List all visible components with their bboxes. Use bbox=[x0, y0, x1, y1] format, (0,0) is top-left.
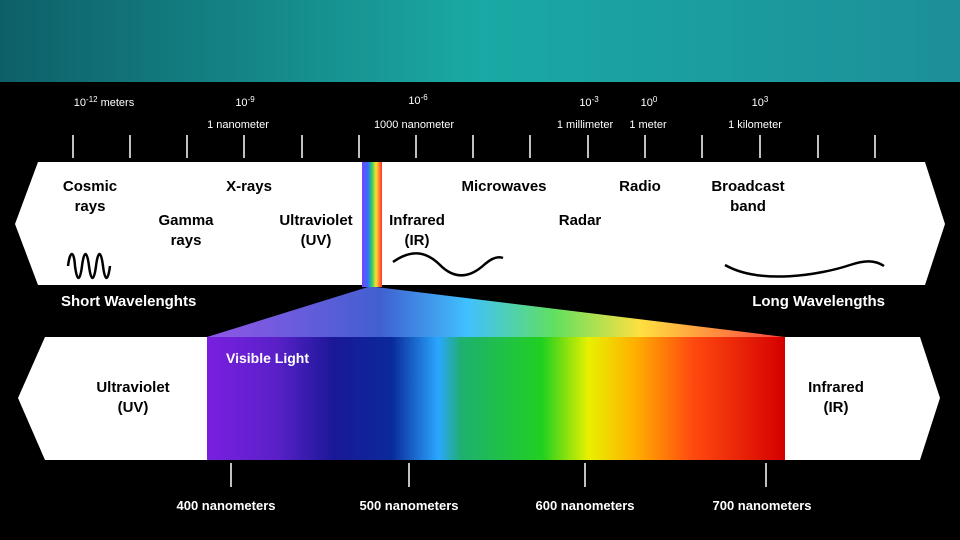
nm-labels: 400 nanometers 500 nanometers 600 nanome… bbox=[177, 498, 812, 513]
band-label: (UV) bbox=[301, 232, 332, 249]
spectrum-arrow bbox=[15, 162, 945, 285]
visible-title: Visible Light bbox=[226, 350, 309, 366]
nm-label: 700 nanometers bbox=[713, 498, 812, 513]
power-base: 10 bbox=[408, 95, 420, 107]
visible-strip bbox=[362, 162, 382, 287]
svg-text:Ultraviolet(UV): Ultraviolet (UV) bbox=[96, 379, 169, 416]
long-label: Long Wavelengths bbox=[752, 293, 885, 310]
band-label: Ultraviolet bbox=[279, 212, 352, 229]
svg-text:10-6: 10-6 bbox=[408, 93, 428, 107]
band-label: Cosmic bbox=[63, 178, 117, 195]
power-base: 10 bbox=[235, 97, 247, 109]
scale-name: 1 millimeter bbox=[557, 119, 614, 131]
nm-label: 600 nanometers bbox=[536, 498, 635, 513]
scale-name: 1 nanometer bbox=[207, 119, 269, 131]
nm-ticks bbox=[230, 463, 767, 487]
band-label: rays bbox=[75, 198, 106, 215]
power-base: 10 bbox=[74, 97, 86, 109]
header-bg bbox=[0, 0, 960, 82]
band-label: Infrared bbox=[389, 212, 445, 229]
svg-text:10-9: 10-9 bbox=[235, 95, 255, 109]
unit: meters bbox=[101, 97, 135, 109]
side-label: Ultraviolet bbox=[96, 379, 169, 396]
light-fan bbox=[207, 287, 785, 337]
band-label: Broadcast bbox=[711, 178, 784, 195]
short-label: Short Wavelenghts bbox=[61, 293, 196, 310]
svg-text:Infrared(IR): Infrared (IR) bbox=[389, 212, 445, 249]
visible-spectrum bbox=[207, 337, 785, 460]
band-label: Microwaves bbox=[461, 178, 546, 195]
side-label: (UV) bbox=[118, 399, 149, 416]
scale-name: 1000 nanometer bbox=[374, 119, 454, 131]
power-base: 10 bbox=[641, 97, 653, 109]
scale-name: 1 kilometer bbox=[728, 119, 782, 131]
svg-text:Ultraviolet(UV): Ultraviolet (UV) bbox=[279, 212, 352, 249]
band-label: Radio bbox=[619, 178, 661, 195]
bands: Cosmic rays X-rays Gamma rays Ultraviolet (… bbox=[63, 178, 785, 249]
power-base: 10 bbox=[579, 97, 591, 109]
band-label: X-rays bbox=[226, 178, 272, 195]
power-exp: 3 bbox=[764, 95, 769, 104]
nm-label: 400 nanometers bbox=[177, 498, 276, 513]
scale-name: 1 meter bbox=[629, 119, 667, 131]
scale: 10-12 meters 10-9 1 nanometer 10-6 1000 n… bbox=[74, 93, 782, 131]
svg-text:100: 100 bbox=[641, 95, 658, 109]
power-exp: -12 bbox=[86, 95, 98, 104]
nm-label: 500 nanometers bbox=[360, 498, 459, 513]
power-exp: -9 bbox=[248, 95, 256, 104]
waves bbox=[66, 252, 885, 280]
band-label: Radar bbox=[559, 212, 602, 229]
svg-text:Infrared(IR): Infrared (IR) bbox=[808, 379, 864, 416]
band-label: rays bbox=[171, 232, 202, 249]
power-exp: 0 bbox=[653, 95, 658, 104]
band-label: Gamma bbox=[158, 212, 214, 229]
svg-text:10-3: 10-3 bbox=[579, 95, 599, 109]
power-exp: -3 bbox=[592, 95, 600, 104]
side-label: Infrared bbox=[808, 379, 864, 396]
svg-text:103: 103 bbox=[752, 95, 769, 109]
power-base: 10 bbox=[752, 97, 764, 109]
power-exp: -6 bbox=[421, 93, 429, 102]
band-label: band bbox=[730, 198, 766, 215]
band-label: (IR) bbox=[405, 232, 430, 249]
side-label: (IR) bbox=[824, 399, 849, 416]
ticks bbox=[72, 135, 876, 158]
